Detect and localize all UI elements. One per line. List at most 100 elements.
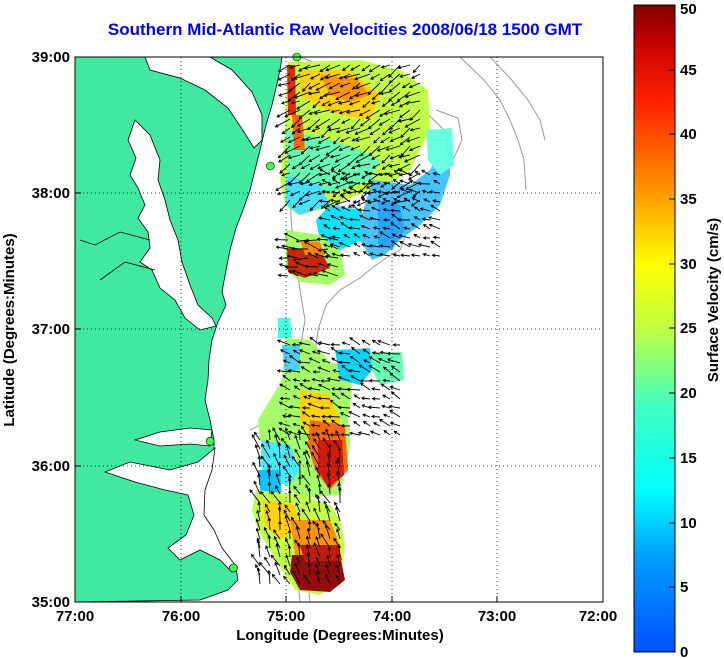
velocity-arrow <box>355 154 371 163</box>
velocity-arrow-head <box>383 172 388 176</box>
velocity-arrow-head <box>362 413 366 417</box>
velocity-arrow-head <box>279 396 284 401</box>
velocity-arrow-head <box>288 182 293 186</box>
velocity-arrow <box>288 369 301 373</box>
velocity-arrow-head <box>251 433 256 438</box>
velocity-arrow-head <box>358 214 363 219</box>
velocity-arrow <box>256 528 261 540</box>
velocity-arrow <box>420 208 431 212</box>
velocity-arrow-head <box>264 503 269 508</box>
velocity-arrow-head <box>417 181 422 186</box>
velocity-arrow-head <box>322 437 326 442</box>
velocity-arrow-head <box>376 148 381 152</box>
velocity-arrow <box>358 364 371 373</box>
velocity-arrow-head <box>343 176 348 180</box>
velocity-arrow-head <box>353 394 358 398</box>
velocity-arrow-head <box>283 232 288 237</box>
velocity-arrow-head <box>359 189 364 193</box>
velocity-arrow-head <box>399 187 404 192</box>
velocity-arrow <box>306 461 311 477</box>
velocity-arrow-head <box>320 533 324 538</box>
velocity-arrow <box>350 375 361 382</box>
velocity-arrow-head <box>421 217 426 222</box>
velocity-arrow-head <box>360 396 365 401</box>
velocity-arrow <box>351 346 361 355</box>
velocity-arrow <box>422 190 431 194</box>
velocity-arrow <box>335 91 351 100</box>
velocity-arrow <box>267 469 271 486</box>
velocity-arrow <box>377 340 391 346</box>
velocity-arrow <box>379 253 391 257</box>
velocity-arrow-head <box>295 239 300 243</box>
velocity-arrow <box>302 82 311 92</box>
velocity-arrow-head <box>331 235 335 239</box>
velocity-arrow-head <box>255 518 260 523</box>
velocity-arrow-head <box>433 179 437 184</box>
velocity-arrow-head <box>348 102 353 106</box>
velocity-arrow <box>323 243 331 248</box>
velocity-arrow <box>277 370 291 373</box>
velocity-arrow-head <box>308 111 313 115</box>
velocity-arrow <box>309 181 321 186</box>
velocity-arrow-head <box>274 237 279 242</box>
velocity-arrow-head <box>371 165 376 169</box>
velocity-arrow-head <box>368 365 373 369</box>
velocity-arrow-head <box>334 201 339 206</box>
velocity-arrow-head <box>378 122 383 126</box>
velocity-arrow-head <box>313 111 318 115</box>
velocity-arrow-head <box>338 110 343 115</box>
velocity-arrow <box>296 556 301 567</box>
velocity-arrow-head <box>351 138 356 142</box>
velocity-arrow-head <box>318 172 323 177</box>
velocity-arrow-head <box>338 241 343 246</box>
velocity-arrow-head <box>302 421 307 425</box>
velocity-arrow-head <box>428 223 433 228</box>
velocity-arrow <box>322 270 339 277</box>
velocity-arrow <box>384 109 401 115</box>
velocity-arrow <box>301 136 311 141</box>
velocity-arrow <box>413 234 421 239</box>
velocity-arrow-head <box>397 155 402 159</box>
velocity-arrow <box>322 437 331 450</box>
velocity-arrow-head <box>278 500 282 505</box>
velocity-arrow-head <box>386 351 391 356</box>
velocity-arrow-head <box>313 438 317 442</box>
colorbar-ticks <box>669 4 675 653</box>
velocity-arrow-head <box>325 564 329 569</box>
velocity-arrow <box>279 422 291 427</box>
velocity-arrow-head <box>321 359 326 363</box>
velocity-arrow <box>386 145 401 151</box>
velocity-arrow <box>340 136 351 142</box>
velocity-arrow-head <box>287 155 292 160</box>
velocity-arrow <box>370 127 381 135</box>
velocity-arrow <box>429 191 441 194</box>
velocity-arrow <box>411 254 421 257</box>
velocity-arrow <box>281 438 291 450</box>
velocity-arrow <box>284 504 291 513</box>
velocity-arrow <box>281 100 291 104</box>
velocity-arrow <box>379 82 391 95</box>
velocity-arrow <box>323 91 341 97</box>
velocity-arrow <box>383 227 391 230</box>
velocity-arrow <box>317 238 329 241</box>
velocity-arrow-head <box>371 339 376 344</box>
velocity-arrow <box>373 198 381 203</box>
velocity-arrow-head <box>307 394 312 399</box>
velocity-arrow <box>382 163 391 170</box>
velocity-arrow-head <box>294 448 298 453</box>
velocity-arrow <box>390 222 401 230</box>
velocity-arrows <box>249 64 441 585</box>
velocity-arrow <box>303 380 311 382</box>
velocity-arrow <box>313 542 321 558</box>
velocity-arrow <box>361 397 371 400</box>
velocity-arrow-head <box>292 422 297 427</box>
velocity-arrow <box>368 365 381 373</box>
velocity-arrow-head <box>371 96 376 101</box>
velocity-arrow-head <box>383 111 388 116</box>
velocity-arrow <box>400 127 411 138</box>
velocity-arrow <box>432 254 441 257</box>
velocity-arrow <box>260 491 271 504</box>
velocity-arrow <box>343 189 351 194</box>
velocity-arrow <box>346 127 361 134</box>
velocity-arrow <box>390 136 401 142</box>
